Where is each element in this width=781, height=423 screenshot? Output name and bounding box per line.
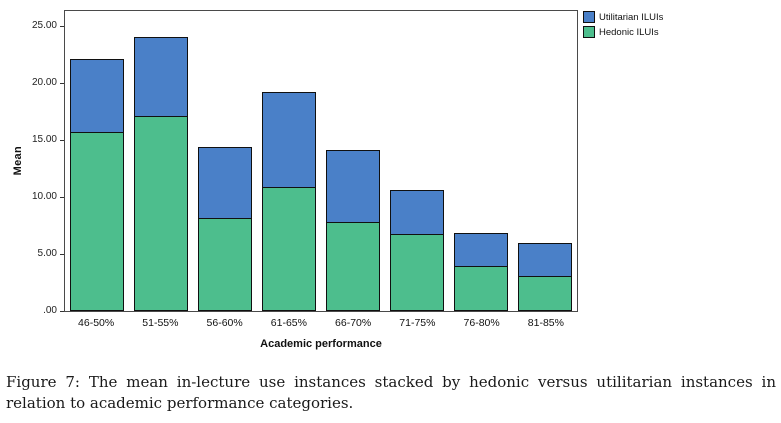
y-tick-label: .00	[43, 305, 57, 316]
x-tick-label: 76-80%	[463, 317, 500, 329]
x-tick-label: 66-70%	[335, 317, 372, 329]
stacked-bar	[197, 146, 253, 311]
y-axis: .00 5.00 10.00 15.00 20.00 25.00	[26, 10, 64, 316]
x-tick-label: 81-85%	[527, 317, 564, 329]
stacked-bar	[517, 242, 573, 311]
bar-segment-hedonic	[453, 266, 509, 311]
legend-swatch-icon	[583, 11, 595, 23]
y-tick-mark	[60, 82, 64, 84]
bar-segment-hedonic	[69, 133, 125, 311]
y-tick-mark	[60, 25, 64, 27]
plot-area	[64, 10, 578, 312]
bar-slot	[257, 11, 321, 311]
bar-segment-hedonic	[325, 223, 381, 311]
legend: Utilitarian ILUIs Hedonic ILUIs	[583, 10, 663, 41]
stacked-bar	[453, 233, 509, 311]
bar-slot	[193, 11, 257, 311]
y-tick-mark	[60, 311, 64, 312]
legend-item: Hedonic ILUIs	[583, 26, 663, 38]
y-tick-mark	[60, 253, 64, 255]
bar-segment-hedonic	[133, 117, 189, 311]
y-tick-mark	[60, 196, 64, 198]
x-tick-label: 71-75%	[399, 317, 436, 329]
y-tick-label: 10.00	[31, 190, 57, 202]
x-tick-label: 46-50%	[78, 317, 115, 329]
legend-swatch-icon	[583, 26, 595, 38]
bar-segment-utilitarian	[261, 92, 317, 188]
x-tick-label: 56-60%	[206, 317, 243, 329]
bar-segment-hedonic	[197, 218, 253, 311]
stacked-bar	[389, 190, 445, 311]
bar-segment-utilitarian	[517, 242, 573, 277]
chart-row: Mean .00 5.00 10.00 15.00 20.00 25.00 Utilita…	[10, 10, 663, 316]
bar-slot	[449, 11, 513, 311]
bar-segment-hedonic	[261, 187, 317, 311]
stacked-bar	[325, 150, 381, 311]
x-tick-label: 61-65%	[270, 317, 307, 329]
stacked-bar-chart: Mean .00 5.00 10.00 15.00 20.00 25.00 Utilita…	[10, 10, 663, 350]
stacked-bar	[133, 37, 189, 311]
legend-item: Utilitarian ILUIs	[583, 11, 663, 23]
legend-label: Utilitarian ILUIs	[599, 11, 664, 23]
stacked-bar	[261, 92, 317, 311]
y-axis-title: Mean	[12, 146, 24, 176]
bar-segment-hedonic	[389, 234, 445, 311]
x-axis-title: Academic performance	[260, 338, 382, 350]
bar-segment-utilitarian	[453, 233, 509, 267]
bar-slot	[65, 11, 129, 311]
bar-segment-utilitarian	[69, 58, 125, 134]
bar-slot	[129, 11, 193, 311]
bar-segment-hedonic	[517, 276, 573, 311]
x-tick-label: 51-55%	[142, 317, 179, 329]
bar-slot	[385, 11, 449, 311]
y-tick-label: 15.00	[31, 133, 57, 145]
x-axis-tick-labels: 46-50% 51-55% 56-60% 61-65% 66-70% 71-75% 76-8…	[64, 312, 578, 329]
legend-label: Hedonic ILUIs	[599, 26, 659, 38]
y-axis-title-wrap: Mean	[10, 10, 26, 312]
figure-caption-label: Figure 7:	[6, 373, 80, 391]
bar-segment-utilitarian	[133, 37, 189, 118]
y-tick-label: 25.00	[31, 19, 57, 31]
bar-slot	[321, 11, 385, 311]
bar-slot	[513, 11, 577, 311]
bar-segment-utilitarian	[325, 150, 381, 224]
y-tick-mark	[60, 139, 64, 141]
figure-caption-text: The mean in-lecture use instances stacke…	[6, 373, 776, 413]
y-tick-label: 5.00	[37, 247, 57, 259]
y-tick-label: 20.00	[31, 76, 57, 88]
figure-caption: Figure 7: The mean in-lecture use instan…	[6, 372, 776, 415]
stacked-bar	[69, 58, 125, 311]
bar-segment-utilitarian	[197, 146, 253, 219]
bar-segment-utilitarian	[389, 190, 445, 235]
